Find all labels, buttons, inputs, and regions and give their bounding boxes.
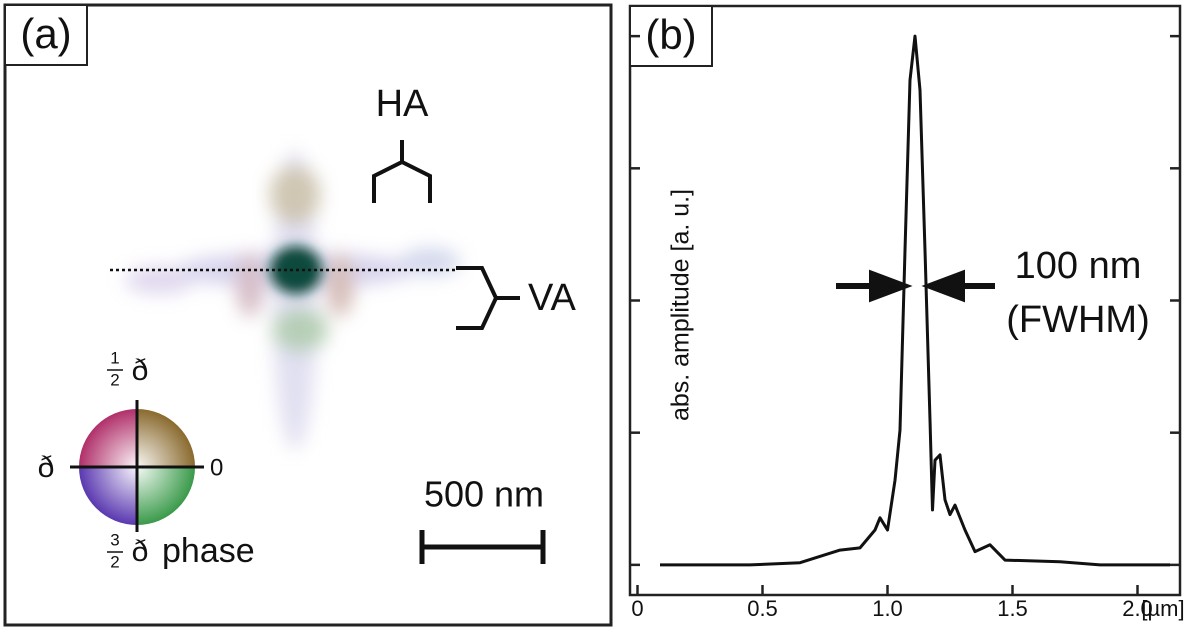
fraction-num: 1: [110, 348, 119, 367]
fraction-symbol: ð: [132, 535, 149, 568]
fraction-den: 2: [110, 370, 119, 389]
panel-label-box: [629, 5, 713, 67]
phase-left: ð: [38, 451, 55, 484]
ha-bracket: [372, 140, 432, 203]
x-tick-label: 2.0: [1122, 596, 1153, 621]
fraction-symbol: ð: [132, 354, 149, 387]
fwhm-arrow: [836, 269, 913, 303]
va-label: VA: [528, 277, 577, 319]
panel-label-box: [4, 4, 88, 66]
panel-label: (b): [645, 11, 696, 58]
x-tick-label: 0.5: [747, 596, 778, 621]
panel-label: (a): [20, 10, 71, 57]
ha-label: HA: [376, 83, 429, 125]
fwhm-arrow: [921, 269, 995, 303]
x-tick-label: 1.0: [872, 596, 903, 621]
annotation: (FWHM): [1006, 299, 1149, 341]
fraction-den: 2: [110, 552, 119, 571]
fraction-num: 3: [110, 530, 119, 549]
scale-label: 500 nm: [424, 474, 544, 515]
x-tick-label: 1.5: [997, 596, 1028, 621]
y-axis-label: abs. amplitude [a. u.]: [667, 189, 695, 421]
phase-right: 0: [210, 454, 223, 481]
x-unit: [µm]: [1141, 596, 1184, 621]
annotation: 100 nm: [1015, 245, 1142, 287]
data-line: [660, 34, 1170, 567]
x-tick-label: 0: [631, 596, 643, 621]
va-bracket: [456, 266, 520, 330]
phase-title: phase: [162, 532, 255, 570]
